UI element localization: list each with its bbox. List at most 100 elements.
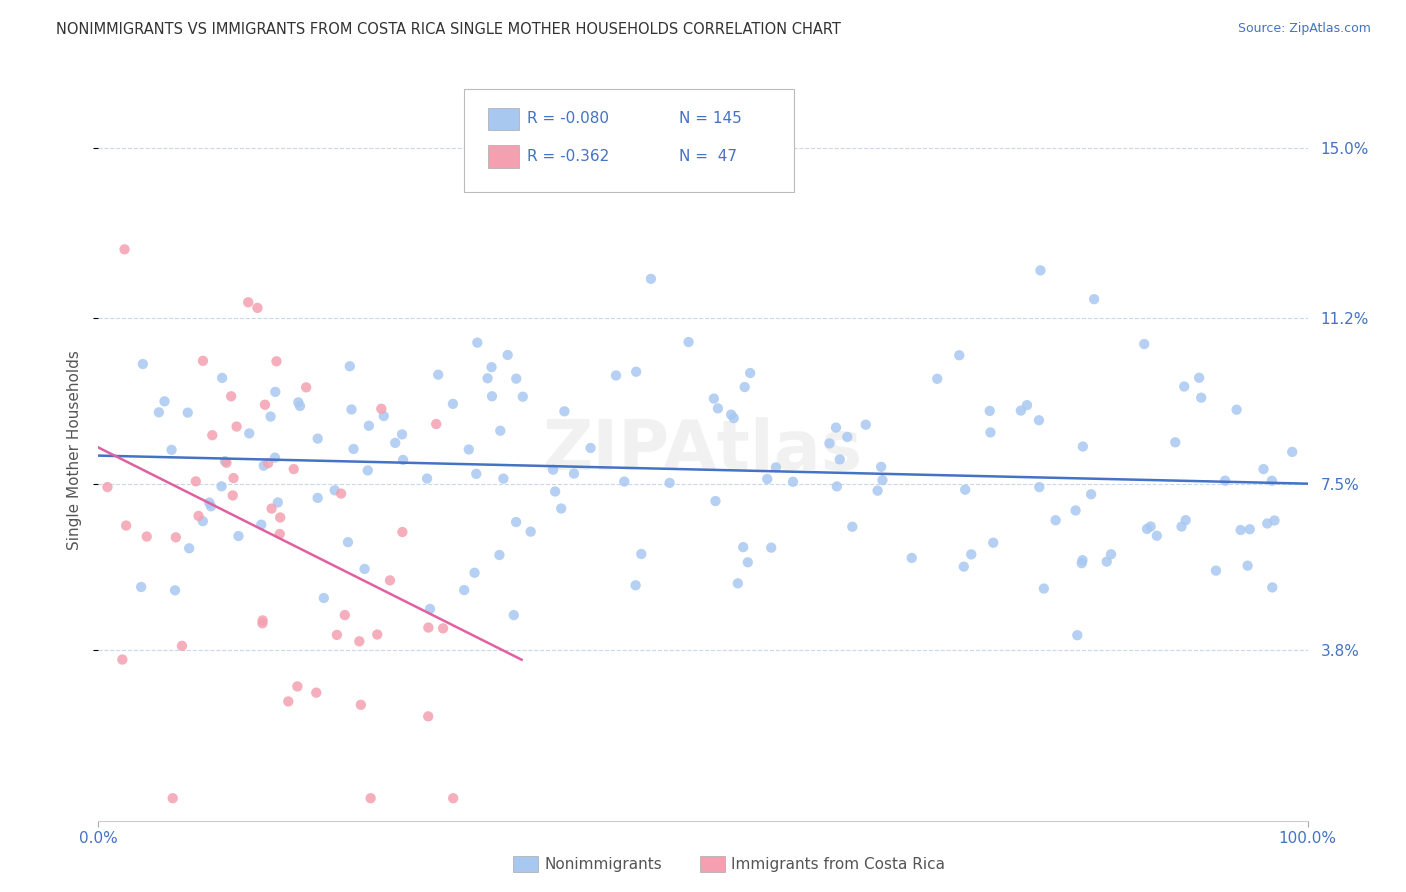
Point <box>630 547 652 561</box>
Point <box>257 456 280 470</box>
Text: Source: ZipAtlas.com: Source: ZipAtlas.com <box>1237 22 1371 36</box>
Point <box>1170 519 1192 533</box>
Point <box>727 576 749 591</box>
Point <box>761 541 783 555</box>
Point <box>825 420 848 434</box>
Point <box>782 475 804 489</box>
Point <box>326 628 349 642</box>
Point <box>1010 403 1032 417</box>
Point <box>818 436 841 450</box>
Point <box>252 616 274 631</box>
Point <box>720 408 742 422</box>
Point <box>707 401 730 416</box>
Point <box>366 627 388 641</box>
Point <box>953 483 976 497</box>
Point <box>264 384 287 399</box>
Point <box>1205 564 1227 578</box>
Point <box>350 698 373 712</box>
Point <box>305 686 328 700</box>
Point <box>1099 547 1122 561</box>
Point <box>228 529 250 543</box>
Point <box>464 566 486 580</box>
Point <box>418 709 440 723</box>
Point <box>165 530 187 544</box>
Point <box>1213 474 1236 488</box>
Point <box>837 430 859 444</box>
Point <box>505 371 527 385</box>
Point <box>260 501 283 516</box>
Point <box>253 398 276 412</box>
Point <box>416 471 439 485</box>
Point <box>1189 391 1212 405</box>
Point <box>502 608 524 623</box>
Point <box>370 401 392 416</box>
Point <box>215 456 238 470</box>
Point <box>453 583 475 598</box>
Point <box>132 357 155 371</box>
Point <box>723 411 745 425</box>
Point <box>225 419 247 434</box>
Point <box>187 508 209 523</box>
Point <box>960 547 983 561</box>
Point <box>269 527 291 541</box>
Point <box>252 613 274 627</box>
Point <box>246 301 269 315</box>
Point <box>1261 474 1284 488</box>
Point <box>825 479 848 493</box>
Point <box>419 602 441 616</box>
Point <box>163 583 186 598</box>
Point <box>1080 487 1102 501</box>
Point <box>295 380 318 394</box>
Point <box>259 409 281 424</box>
Point <box>1173 379 1195 393</box>
Point <box>512 390 534 404</box>
Point <box>177 406 200 420</box>
Point <box>184 475 207 489</box>
Point <box>1045 513 1067 527</box>
Point <box>624 365 647 379</box>
Point <box>96 480 118 494</box>
Point <box>733 540 755 554</box>
Point <box>979 425 1001 440</box>
Point <box>287 395 309 409</box>
Point <box>866 483 889 498</box>
Point <box>734 380 756 394</box>
Point <box>191 354 214 368</box>
Text: N = 145: N = 145 <box>679 112 742 126</box>
Point <box>191 514 214 528</box>
Point <box>418 621 440 635</box>
Point <box>1136 522 1159 536</box>
Point <box>544 484 567 499</box>
Point <box>948 348 970 362</box>
Point <box>307 491 329 505</box>
Text: Nonimmigrants: Nonimmigrants <box>544 857 662 871</box>
Point <box>307 432 329 446</box>
Text: R = -0.362: R = -0.362 <box>527 149 609 163</box>
Point <box>1071 440 1094 454</box>
Point <box>198 495 221 509</box>
Point <box>1029 263 1052 277</box>
Point <box>288 399 311 413</box>
Point <box>432 621 454 635</box>
Point <box>1083 292 1105 306</box>
Point <box>269 510 291 524</box>
Point <box>333 608 356 623</box>
Point <box>1095 555 1118 569</box>
Point <box>283 462 305 476</box>
Point <box>1256 516 1278 531</box>
Point <box>505 515 527 529</box>
Point <box>357 463 380 477</box>
Point <box>737 555 759 569</box>
Point <box>488 548 510 562</box>
Point <box>1133 337 1156 351</box>
Point <box>1028 480 1050 494</box>
Point <box>1236 558 1258 573</box>
Point <box>425 417 447 431</box>
Point <box>114 243 136 257</box>
Point <box>162 791 184 805</box>
Point <box>441 397 464 411</box>
Point <box>765 460 787 475</box>
Y-axis label: Single Mother Households: Single Mother Households <box>67 351 83 550</box>
Point <box>550 501 572 516</box>
Point <box>496 348 519 362</box>
